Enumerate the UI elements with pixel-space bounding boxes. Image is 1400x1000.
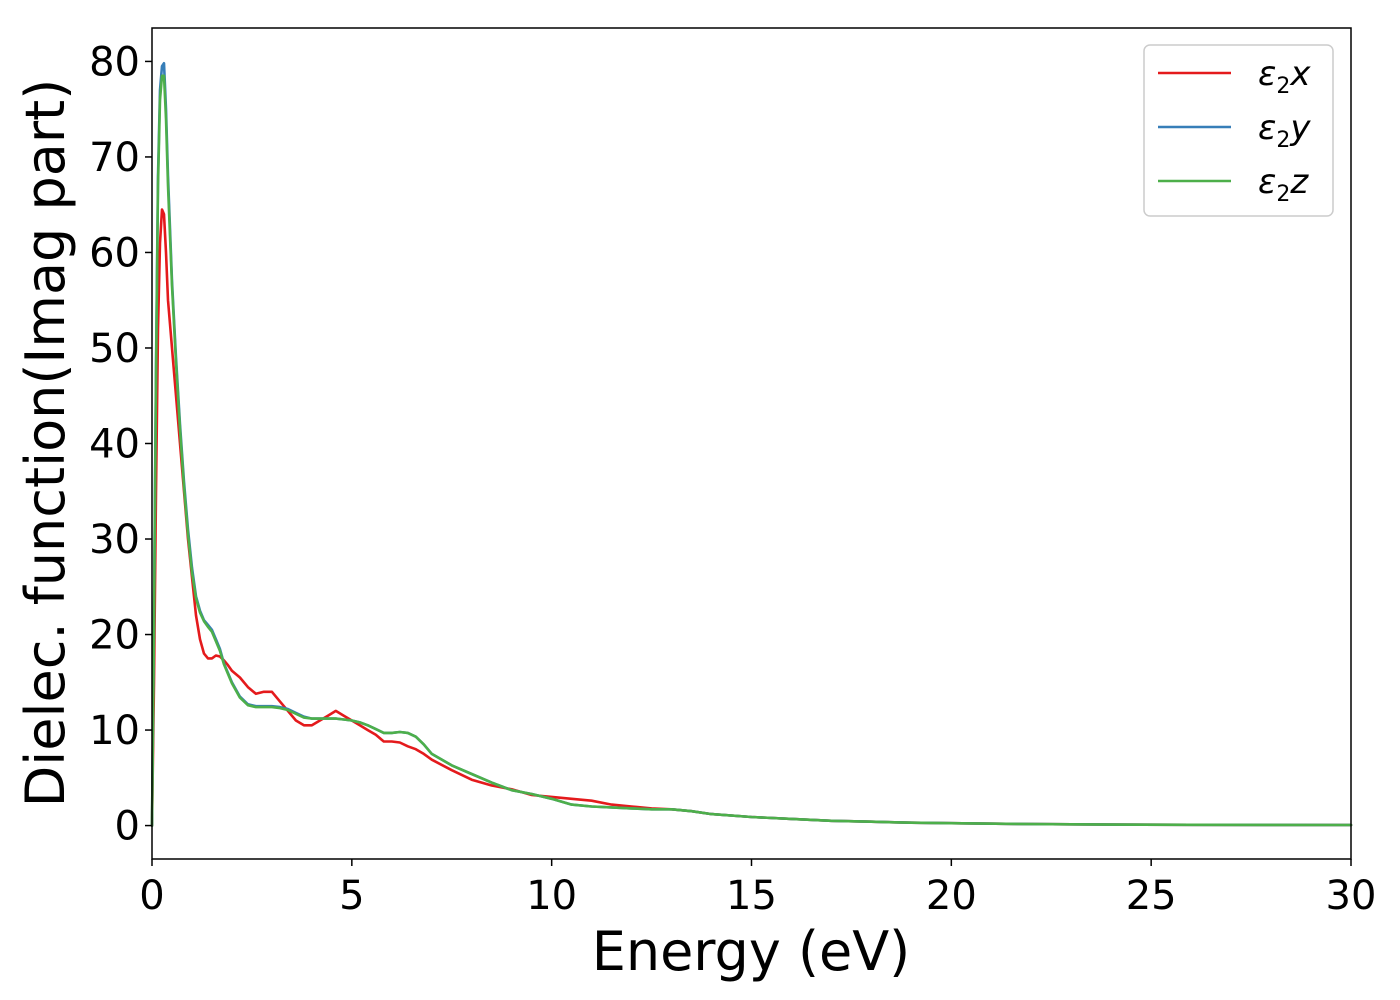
x-tick-label: 5 bbox=[339, 873, 364, 919]
x-tick-label: 15 bbox=[726, 873, 777, 919]
x-axis: 0 5 10 15 20 25 30 bbox=[139, 859, 1376, 919]
legend-label: ε2x bbox=[1258, 54, 1311, 99]
series-layer bbox=[150, 61, 1353, 827]
y-axis: 0 10 20 30 40 50 60 70 80 bbox=[89, 39, 152, 850]
x-tick-label: 0 bbox=[139, 873, 164, 919]
y-tick-label: 70 bbox=[89, 135, 140, 181]
y-tick-label: 80 bbox=[89, 39, 140, 85]
y-tick-label: 20 bbox=[89, 613, 140, 659]
series-line-z bbox=[150, 74, 1353, 827]
legend-label: ε2y bbox=[1258, 108, 1311, 153]
legend-frame bbox=[1143, 44, 1334, 217]
x-tick-label: 25 bbox=[1126, 873, 1177, 919]
y-tick-label: 10 bbox=[89, 708, 140, 754]
x-tick-label: 10 bbox=[526, 873, 577, 919]
y-axis-title: Dielec. function(Imag part) bbox=[14, 79, 77, 808]
legend-label: ε2z bbox=[1258, 162, 1309, 207]
y-tick-label: 0 bbox=[115, 804, 140, 850]
legend: ε2x ε2y ε2z bbox=[1143, 44, 1334, 217]
x-axis-title: Energy (eV) bbox=[592, 920, 911, 983]
x-tick-label: 30 bbox=[1326, 873, 1377, 919]
x-tick-label: 20 bbox=[926, 873, 977, 919]
y-tick-label: 40 bbox=[89, 422, 140, 468]
y-tick-label: 50 bbox=[89, 326, 140, 372]
y-tick-label: 30 bbox=[89, 517, 140, 563]
y-tick-label: 60 bbox=[89, 230, 140, 276]
